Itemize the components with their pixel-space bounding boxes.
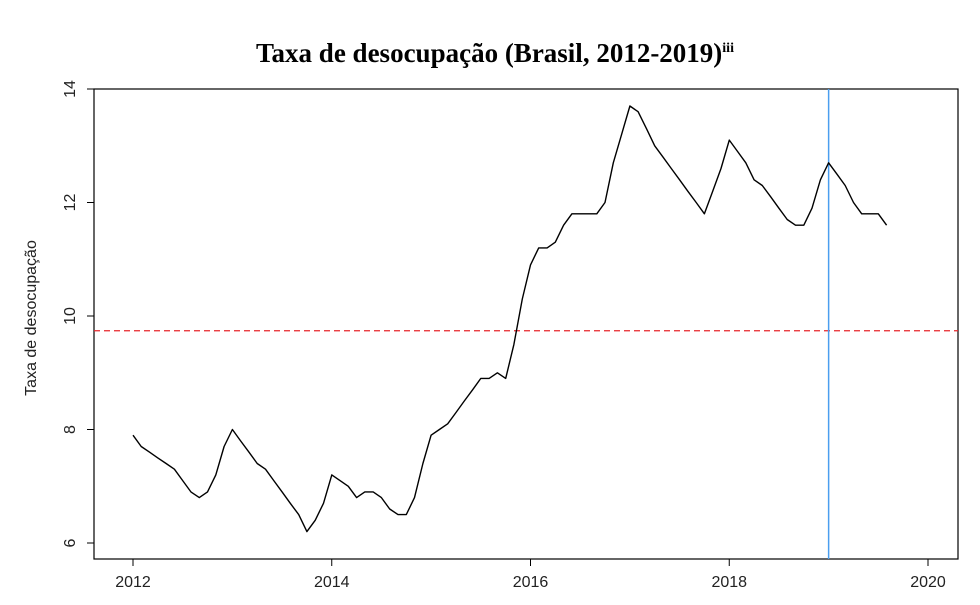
y-tick-label: 14	[62, 80, 79, 98]
reference-lines	[94, 89, 958, 559]
y-axis-label: Taxa de desocupação	[23, 240, 40, 396]
x-axis: 2012 2014 2016 2018 2020	[115, 558, 946, 591]
y-tick-label: 8	[62, 425, 79, 434]
y-tick-label: 10	[62, 307, 79, 325]
chart-title-superscript: iii	[722, 41, 734, 56]
y-axis: 6 8 10 12 14	[62, 80, 95, 547]
x-tick-label: 2014	[314, 574, 350, 591]
x-tick-label: 2018	[711, 574, 747, 591]
series-group	[132, 105, 888, 533]
x-tick-label: 2020	[910, 574, 946, 591]
y-tick-label: 6	[62, 538, 79, 547]
chart-title-text: Taxa de desocupação (Brasil, 2012-2019)	[256, 38, 723, 68]
series-line	[132, 105, 888, 533]
chart-title: Taxa de desocupação (Brasil, 2012-2019)i…	[0, 38, 980, 69]
x-tick-label: 2016	[513, 574, 549, 591]
x-tick-label: 2012	[115, 574, 151, 591]
y-tick-label: 12	[62, 194, 79, 212]
